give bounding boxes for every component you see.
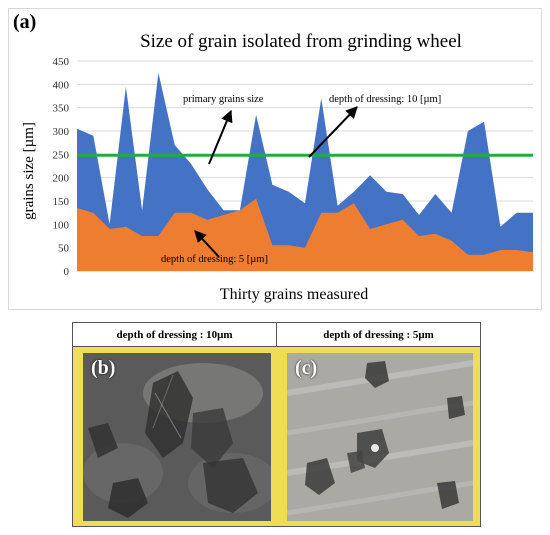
arrow-primary-grains-size [208,109,233,165]
annotation-primary-grains-size: primary grains size [183,94,264,105]
y-tick-label: 300 [53,126,70,138]
annotation-depth-10: depth of dressing: 10 [µm] [329,94,441,105]
grain-size-chart: Size of grain isolated from grinding whe… [21,31,533,303]
y-axis-ticks: 0 50 100 150 200 250 300 350 400 450 [53,56,70,278]
y-tick-label: 400 [53,79,70,91]
micrograph-5um-image [287,353,473,521]
micrograph-5um: (c) [287,353,473,521]
y-tick-label: 250 [53,149,70,161]
arrow-depth-10 [308,106,358,158]
y-tick-label: 450 [53,56,70,68]
panel-label-a: (a) [13,11,37,33]
y-tick-label: 150 [53,196,70,208]
y-tick-label: 100 [53,219,70,231]
annotation-depth-5: depth of dressing: 5 [µm] [161,254,268,265]
photo-header-5um: depth of dressing : 5μm [277,323,480,347]
annotation-arrows [194,106,358,258]
area-series [77,72,533,271]
y-tick-label: 50 [58,243,70,255]
micrograph-10um-image [83,353,271,521]
photo-header-10um: depth of dressing : 10μm [73,323,277,347]
y-tick-label: 0 [64,266,70,278]
micrograph-10um: (b) [83,353,271,521]
y-axis-label: grains size [µm] [21,122,37,220]
y-tick-label: 200 [53,173,70,185]
x-axis-label: Thirty grains measured [220,286,368,303]
panel-label-b: (b) [91,357,116,379]
chart-title: Size of grain isolated from grinding whe… [140,31,462,52]
panel-label-c: (c) [295,357,318,379]
arrow-depth-5 [194,230,220,258]
area-series-depth-5um [77,198,533,271]
micrograph-panel: depth of dressing : 10μm depth of dressi… [72,322,481,527]
y-tick-label: 350 [53,103,70,115]
chart-panel: Size of grain isolated from grinding whe… [8,8,542,310]
